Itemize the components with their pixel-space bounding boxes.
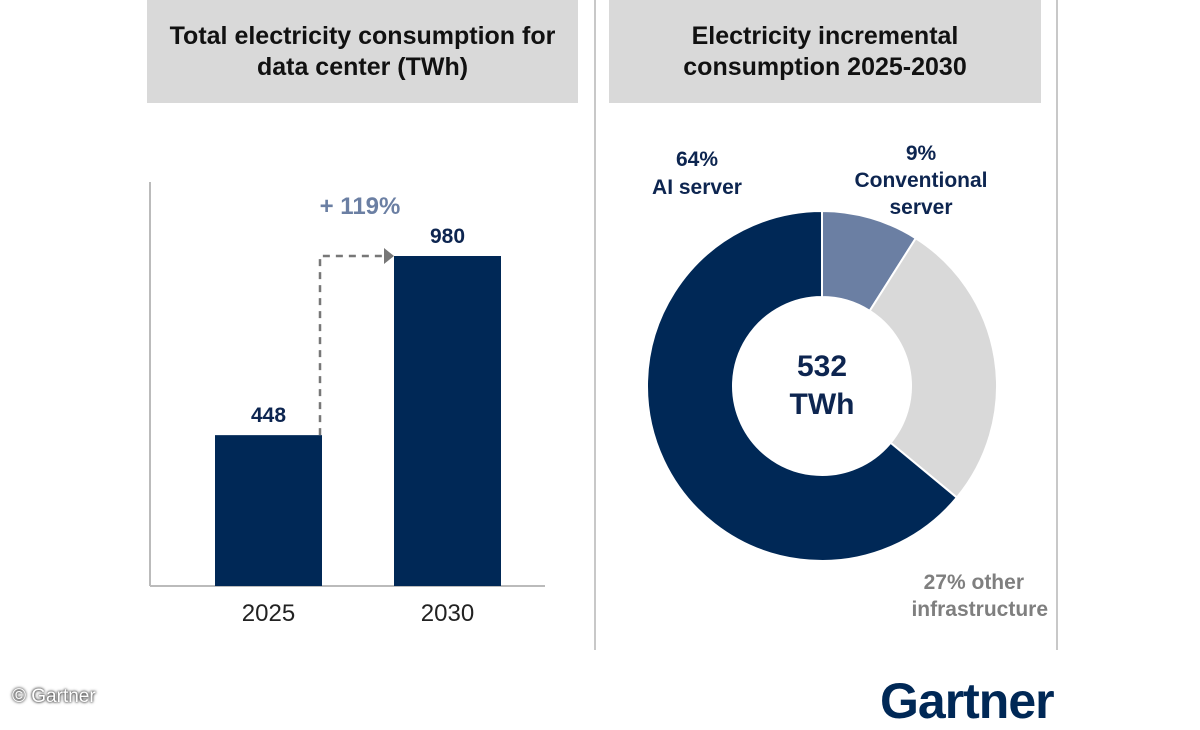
slice-label: 64%: [676, 148, 718, 171]
slice-label: 9%: [906, 142, 937, 165]
growth-annotation: + 119%: [320, 193, 401, 220]
slice-label: infrastructure: [911, 598, 1048, 621]
bar-chart-title: Total electricity consumption for data c…: [147, 0, 578, 103]
arrow-head: [384, 248, 394, 264]
slice-label: AI server: [652, 176, 742, 199]
center-value: 532: [797, 350, 847, 383]
bar-2025: [215, 435, 322, 586]
slice-label: 27% other: [924, 571, 1024, 594]
slice-label: server: [889, 196, 952, 219]
divider: [594, 0, 596, 650]
donut-chart-title: Electricity incremental consumption 2025…: [609, 0, 1041, 103]
growth-arrow: [318, 254, 386, 436]
center-unit: TWh: [790, 388, 855, 421]
donut-title-text: Electricity incremental consumption 2025…: [683, 21, 967, 81]
donut-slice: [646, 209, 959, 562]
bar-title-text: Total electricity consumption for data c…: [169, 21, 556, 81]
copyright: © Gartner: [12, 686, 96, 707]
slice-label: Conventional: [854, 169, 987, 192]
divider: [1056, 0, 1058, 650]
x-tick-label: 2030: [421, 600, 474, 627]
gartner-logo: Gartner: [880, 673, 1055, 729]
bar-2030: [394, 256, 501, 586]
bar-value-label: 980: [430, 225, 465, 248]
x-tick-label: 2025: [242, 600, 295, 627]
donut-slice: [868, 236, 998, 499]
bar-value-label: 448: [251, 404, 286, 427]
